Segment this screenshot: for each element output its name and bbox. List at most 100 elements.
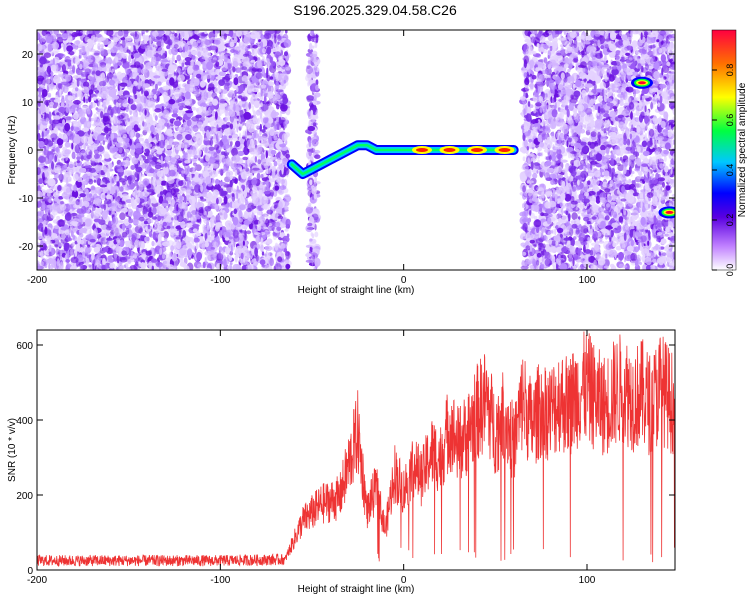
noise-blob	[212, 57, 217, 61]
noise-blob	[242, 240, 245, 246]
noise-blob	[246, 230, 252, 235]
noise-blob	[129, 89, 133, 93]
noise-blob	[235, 140, 241, 148]
noise-blob	[85, 98, 89, 104]
noise-blob	[128, 176, 132, 185]
noise-blob	[115, 56, 119, 63]
noise-blob	[234, 180, 238, 184]
noise-blob	[261, 251, 265, 256]
noise-blob	[96, 254, 99, 261]
noise-blob	[216, 124, 219, 132]
noise-blob	[60, 81, 69, 86]
noise-blob	[133, 61, 141, 69]
noise-blob	[80, 155, 84, 162]
noise-blob	[116, 120, 123, 124]
noise-blob	[182, 83, 188, 88]
noise-blob	[156, 170, 164, 178]
noise-blob	[272, 233, 277, 237]
noise-blob	[263, 88, 269, 97]
noise-blob	[227, 63, 232, 70]
noise-blob	[218, 181, 227, 185]
noise-blob	[270, 149, 277, 155]
noise-blob	[190, 106, 197, 111]
noise-blob	[185, 222, 194, 228]
noise-blob	[215, 111, 218, 120]
noise-blob	[171, 113, 178, 118]
noise-blob	[111, 216, 119, 226]
noise-blob	[48, 198, 52, 203]
noise-blob	[40, 261, 44, 267]
noise-blob	[244, 233, 248, 241]
noise-blob	[263, 95, 267, 104]
noise-blob	[127, 203, 132, 208]
noise-blob	[242, 156, 249, 161]
noise-blob	[73, 123, 81, 127]
noise-blob	[231, 187, 236, 194]
noise-blob	[60, 97, 65, 104]
noise-blob	[84, 160, 90, 166]
noise-blob	[203, 229, 207, 234]
noise-blob	[229, 140, 233, 147]
noise-blob	[109, 262, 116, 269]
noise-blob	[254, 232, 261, 236]
noise-blob	[46, 191, 51, 197]
noise-blob	[260, 102, 263, 107]
noise-blob	[119, 186, 124, 192]
noise-blob	[102, 101, 106, 106]
noise-blob	[107, 255, 110, 260]
noise-blob	[56, 215, 60, 220]
noise-blob	[124, 168, 127, 173]
noise-blob	[168, 88, 171, 98]
noise-blob	[102, 247, 109, 253]
noise-blob	[121, 53, 128, 59]
noise-blob	[162, 221, 167, 227]
noise-blob	[177, 102, 185, 107]
noise-blob	[106, 237, 113, 241]
noise-blob	[114, 115, 118, 122]
noise-blob	[154, 115, 158, 121]
spectrogram-plot-area	[37, 30, 675, 270]
noise-blob	[116, 175, 120, 182]
noise-blob	[57, 185, 62, 192]
noise-blob	[241, 94, 249, 98]
noise-blob	[103, 57, 112, 64]
noise-blob	[61, 95, 65, 100]
noise-blob	[192, 167, 196, 172]
noise-blob	[154, 179, 162, 186]
noise-blob	[93, 52, 100, 56]
noise-blob	[275, 175, 280, 183]
noise-blob	[249, 174, 253, 179]
noise-blob	[48, 251, 52, 256]
noise-blob	[182, 230, 187, 238]
noise-blob	[273, 160, 278, 167]
noise-blob	[231, 216, 239, 223]
noise-blob	[129, 238, 133, 247]
noise-blob	[118, 200, 126, 205]
noise-blob	[206, 224, 210, 230]
noise-blob	[145, 226, 148, 232]
noise-blob	[183, 210, 186, 218]
noise-blob	[255, 197, 261, 206]
noise-blob	[38, 222, 44, 232]
noise-blob	[170, 157, 178, 165]
noise-blob	[40, 126, 47, 130]
noise-blob	[243, 77, 248, 82]
noise-blob	[241, 144, 244, 152]
noise-blob	[83, 96, 86, 103]
noise-blob	[147, 224, 151, 230]
noise-blob	[177, 74, 185, 82]
noise-blob	[279, 185, 287, 191]
noise-blob	[126, 35, 132, 42]
noise-blob	[53, 115, 61, 120]
noise-blob	[270, 155, 274, 162]
noise-blob	[271, 35, 274, 39]
noise-blob	[86, 258, 90, 263]
noise-blob	[37, 263, 41, 270]
noise-blob	[79, 63, 83, 70]
noise-blob	[283, 79, 286, 84]
noise-blob	[213, 152, 218, 158]
noise-blob	[149, 36, 152, 46]
noise-blob	[122, 181, 126, 186]
